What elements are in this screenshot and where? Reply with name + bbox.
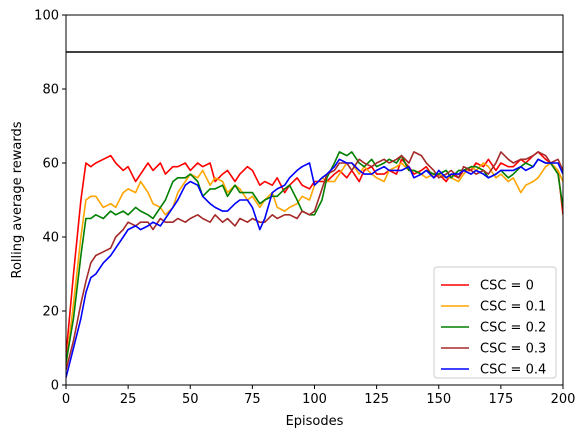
- series-line-2: [66, 151, 563, 363]
- series-line-4: [66, 158, 563, 378]
- legend-entry: CSC = 0.1: [480, 300, 546, 315]
- series-layer: [66, 151, 563, 378]
- legend-entry: CSC = 0: [480, 279, 534, 294]
- y-tick-label: 100: [34, 9, 59, 24]
- x-tick-label: 25: [120, 392, 137, 407]
- legend: CSC = 0 CSC = 0.1 CSC = 0.2 CSC = 0.3 CSC = …: [433, 266, 557, 379]
- x-tick-label: 100: [302, 392, 327, 407]
- x-tick-label: 75: [244, 392, 261, 407]
- legend-entry: CSC = 0.4: [480, 363, 546, 378]
- x-tick-label: 125: [364, 392, 389, 407]
- x-tick-label: 0: [62, 392, 70, 407]
- x-tick-label: 175: [488, 392, 513, 407]
- legend-box: [433, 266, 557, 379]
- x-axis-label: Episodes: [286, 414, 344, 429]
- x-tick-label: 50: [182, 392, 199, 407]
- x-tick-label: 200: [551, 392, 576, 407]
- y-tick-label: 80: [42, 83, 59, 98]
- y-tick-label: 20: [42, 305, 59, 320]
- legend-entry: CSC = 0.2: [480, 321, 546, 336]
- x-axis: 0 25 50 75 100 125 150 175 200: [62, 385, 576, 407]
- legend-entry: CSC = 0.3: [480, 342, 546, 357]
- y-tick-label: 60: [42, 157, 59, 172]
- y-tick-label: 40: [42, 231, 59, 246]
- y-axis-label: Rolling average rewards: [10, 121, 25, 278]
- y-tick-label: 0: [51, 379, 59, 394]
- x-tick-label: 150: [426, 392, 451, 407]
- y-axis: 0 20 40 60 80 100: [34, 9, 66, 394]
